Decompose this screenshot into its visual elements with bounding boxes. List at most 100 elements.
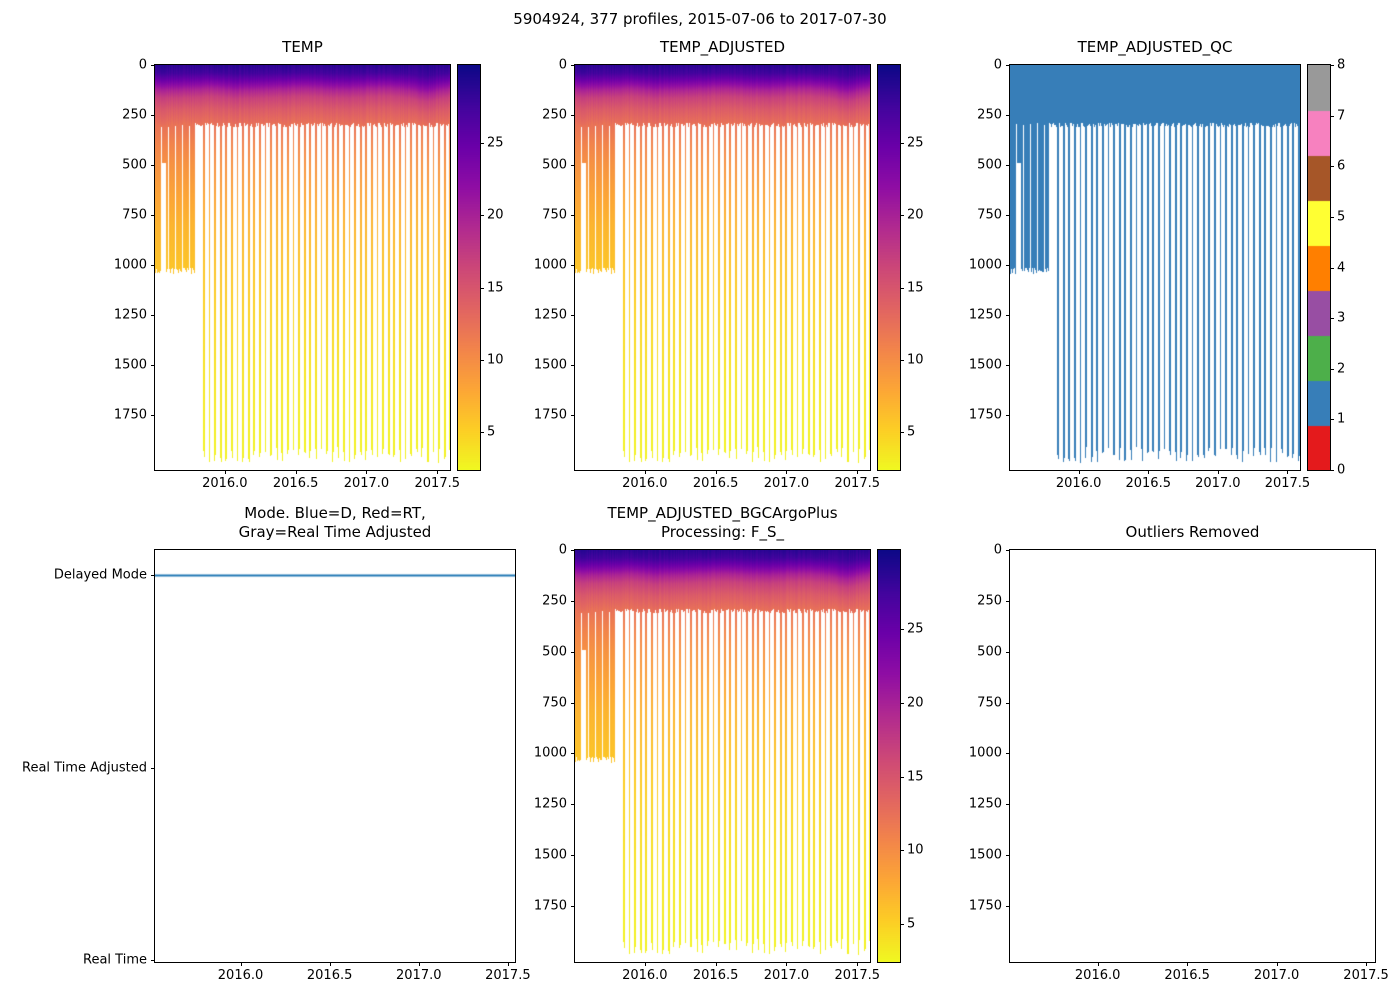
y-category-label: Real Time <box>83 952 147 968</box>
y-tick-label: 0 <box>558 57 567 73</box>
colorbar-tick-label: 15 <box>907 769 924 785</box>
y-tick-label: 750 <box>122 207 147 223</box>
colorbar-tick-label: 10 <box>907 842 924 858</box>
colorbar-tick-label: 0 <box>1337 462 1346 478</box>
colorbar-tick-mark <box>900 143 904 145</box>
x-tick-label: 2017.0 <box>1253 968 1300 983</box>
x-tick-label: 2017.0 <box>343 476 390 491</box>
x-tick-mark <box>240 962 242 966</box>
y-tick-label: 1250 <box>968 307 1002 323</box>
axes-temp-adjusted-bgc <box>574 549 871 963</box>
y-tick-mark <box>1006 215 1010 216</box>
y-tick-label: 500 <box>977 644 1002 660</box>
x-tick-label: 2016.5 <box>692 968 739 983</box>
x-tick-mark <box>295 470 297 474</box>
axes-temp <box>154 64 451 471</box>
y-tick-mark <box>151 115 155 116</box>
y-tick-mark <box>571 550 575 551</box>
plot-area-temp <box>155 65 450 470</box>
x-tick-mark <box>786 962 788 966</box>
y-tick-label: 250 <box>977 593 1002 609</box>
y-tick-mark <box>571 804 575 806</box>
plot-title-outliers-removed: Outliers Removed <box>1125 523 1260 541</box>
colorbar-tick-label: 25 <box>907 135 924 151</box>
colorbar-gradient-temp-adjusted <box>878 65 900 470</box>
plot-title-temp: TEMP <box>282 38 323 56</box>
colorbar-gradient-temp-adjusted-qc <box>1308 65 1330 470</box>
y-tick-label: 500 <box>122 157 147 173</box>
x-tick-mark <box>786 470 788 474</box>
plot-area-temp-adjusted <box>575 65 870 470</box>
y-tick-label: 750 <box>977 207 1002 223</box>
colorbar-tick-mark <box>900 215 904 217</box>
y-tick-mark <box>571 215 575 216</box>
colorbar-tick-label: 7 <box>1337 108 1346 124</box>
y-tick-label: 1750 <box>968 898 1002 914</box>
y-tick-label: 250 <box>542 593 567 609</box>
x-tick-mark <box>437 470 439 474</box>
y-tick-label: 250 <box>122 107 147 123</box>
colorbar-tick-label: 20 <box>907 695 924 711</box>
y-tick-mark <box>571 315 575 316</box>
y-tick-mark <box>151 265 155 266</box>
colorbar-tick-label: 25 <box>907 621 924 637</box>
y-tick-mark <box>151 215 155 216</box>
colorbar-tick-mark <box>900 850 904 852</box>
y-category-label: Real Time Adjusted <box>22 760 147 776</box>
y-tick-mark <box>571 702 575 704</box>
colorbar-tick-mark <box>480 215 484 217</box>
colorbar-tick-label: 20 <box>487 207 504 223</box>
y-tick-mark <box>1006 265 1010 266</box>
colorbar-tick-mark <box>900 776 904 778</box>
y-tick-mark <box>1006 855 1010 857</box>
plot-title-mode: Mode. Blue=D, Red=RT, Gray=Real Time Adj… <box>238 504 432 541</box>
y-tick-mark <box>151 575 155 577</box>
x-tick-label: 2016.5 <box>692 476 739 491</box>
colorbar-tick-mark <box>900 287 904 289</box>
x-tick-label: 2016.0 <box>622 968 668 983</box>
y-tick-mark <box>571 365 575 366</box>
y-tick-mark <box>1006 550 1010 551</box>
y-tick-mark <box>151 165 155 166</box>
colorbar-tick-label: 10 <box>907 352 924 368</box>
y-tick-mark <box>151 415 155 416</box>
x-tick-label: 2016.5 <box>306 968 353 983</box>
y-tick-label: 1750 <box>533 407 567 423</box>
y-tick-label: 1000 <box>533 257 567 273</box>
y-tick-mark <box>1006 600 1010 602</box>
colorbar-tick-mark <box>480 360 484 362</box>
figure-title: 5904924, 377 profiles, 2015-07-06 to 201… <box>513 10 887 28</box>
colorbar-tick-label: 20 <box>907 207 924 223</box>
colorbar-tick-mark <box>900 703 904 705</box>
y-tick-label: 1750 <box>968 407 1002 423</box>
x-tick-mark <box>418 962 420 966</box>
x-tick-mark <box>1366 962 1368 966</box>
plot-title-temp-adjusted-qc: TEMP_ADJUSTED_QC <box>1077 38 1233 56</box>
colorbar-tick-mark <box>900 923 904 925</box>
y-tick-label: 250 <box>977 107 1002 123</box>
x-tick-label: 2017.0 <box>763 476 810 491</box>
y-tick-label: 500 <box>542 157 567 173</box>
y-tick-label: 1500 <box>968 847 1002 863</box>
y-tick-label: 0 <box>138 57 147 73</box>
y-tick-mark <box>1006 315 1010 316</box>
x-tick-label: 2017.5 <box>1343 968 1389 983</box>
y-tick-mark <box>571 65 575 66</box>
y-tick-mark <box>571 115 575 116</box>
plot-area-mode <box>155 550 515 962</box>
x-tick-mark <box>507 962 509 966</box>
axes-mode <box>154 549 516 963</box>
y-tick-mark <box>151 65 155 66</box>
axes-outliers-removed <box>1009 549 1376 963</box>
y-tick-mark <box>571 415 575 416</box>
colorbar-tick-label: 15 <box>487 280 504 296</box>
plot-title-temp-adjusted-bgc: TEMP_ADJUSTED_BGCArgoPlus Processing: F_… <box>607 504 838 541</box>
y-tick-label: 1250 <box>968 796 1002 812</box>
x-tick-label: 2017.5 <box>834 968 881 983</box>
y-tick-mark <box>1006 165 1010 166</box>
colorbar-tick-mark <box>1330 166 1334 168</box>
